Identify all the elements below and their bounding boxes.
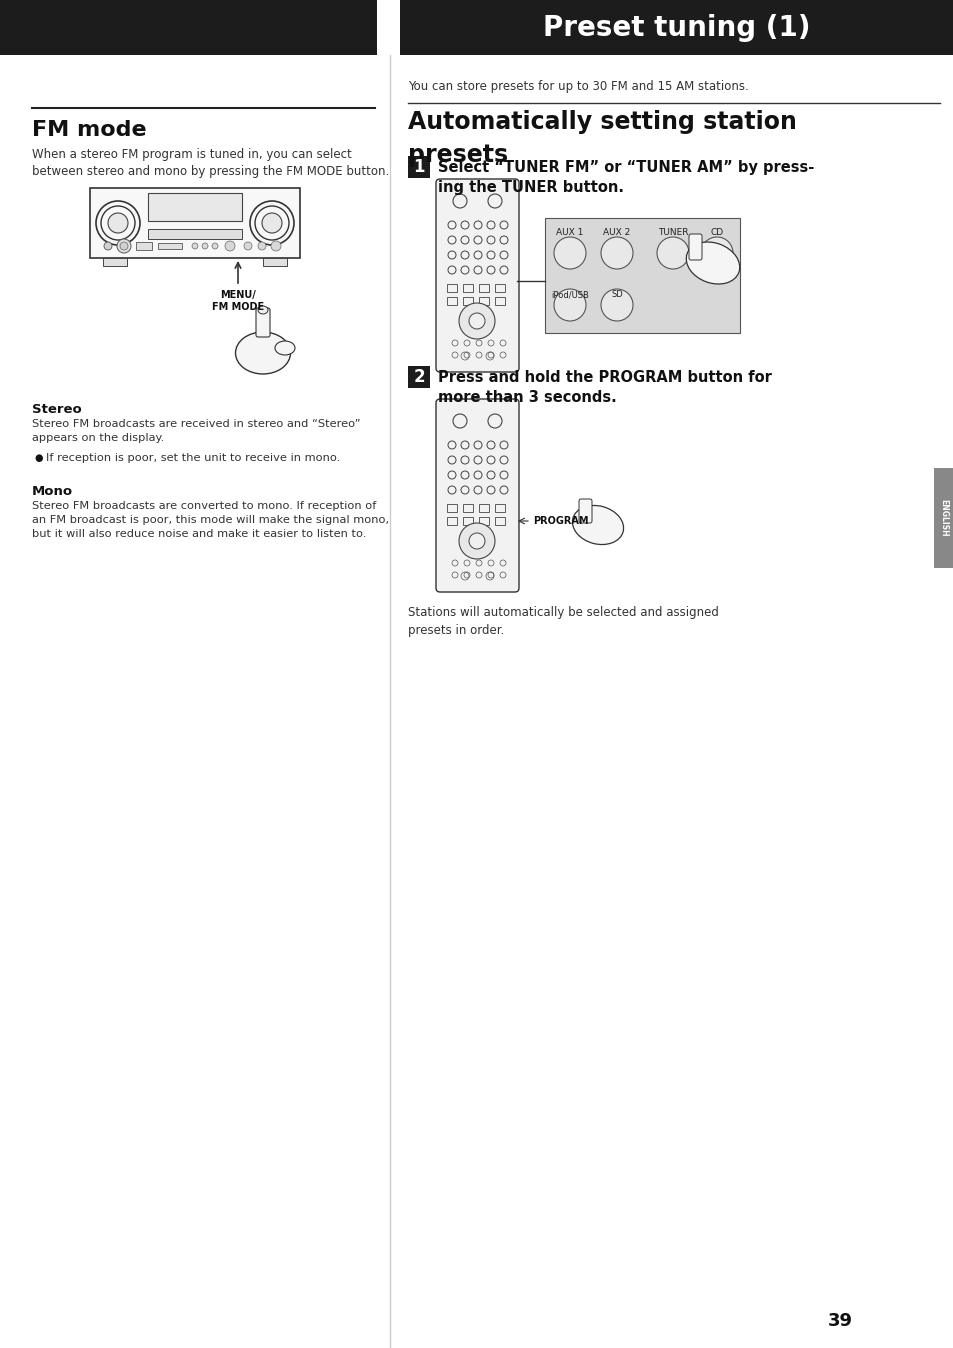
Bar bbox=[447, 504, 456, 512]
Text: Automatically setting station: Automatically setting station bbox=[408, 111, 796, 133]
Text: 2: 2 bbox=[413, 368, 424, 386]
Bar bbox=[447, 284, 456, 293]
Text: 39: 39 bbox=[826, 1312, 852, 1330]
Bar bbox=[462, 297, 473, 305]
Bar bbox=[462, 504, 473, 512]
Circle shape bbox=[554, 288, 585, 321]
Text: Stereo FM broadcasts are received in stereo and “Stereo”
appears on the display.: Stereo FM broadcasts are received in ste… bbox=[32, 419, 360, 443]
Text: Press and hold the PROGRAM button for
more than 3 seconds.: Press and hold the PROGRAM button for mo… bbox=[437, 369, 771, 404]
Text: Stations will automatically be selected and assigned
presets in order.: Stations will automatically be selected … bbox=[408, 607, 719, 638]
Bar bbox=[544, 218, 740, 333]
Text: CD: CD bbox=[710, 228, 722, 237]
Bar bbox=[90, 187, 299, 257]
Circle shape bbox=[117, 239, 131, 253]
Circle shape bbox=[202, 243, 208, 249]
FancyBboxPatch shape bbox=[436, 399, 518, 592]
Text: When a stereo FM program is tuned in, you can select: When a stereo FM program is tuned in, yo… bbox=[32, 148, 352, 160]
Ellipse shape bbox=[274, 341, 294, 355]
Circle shape bbox=[700, 237, 732, 270]
Circle shape bbox=[600, 288, 633, 321]
Bar bbox=[408, 156, 430, 178]
Bar bbox=[103, 257, 127, 266]
Text: ENGLISH: ENGLISH bbox=[939, 499, 947, 537]
Bar bbox=[399, 0, 953, 55]
Circle shape bbox=[244, 243, 252, 249]
Text: presets: presets bbox=[408, 143, 508, 167]
Bar bbox=[148, 229, 242, 239]
Circle shape bbox=[108, 213, 128, 233]
Text: ●: ● bbox=[34, 453, 43, 462]
Circle shape bbox=[257, 243, 266, 249]
Text: If reception is poor, set the unit to receive in mono.: If reception is poor, set the unit to re… bbox=[46, 453, 340, 462]
Circle shape bbox=[469, 313, 484, 329]
Circle shape bbox=[212, 243, 218, 249]
Bar bbox=[408, 367, 430, 388]
Circle shape bbox=[458, 523, 495, 559]
Bar bbox=[447, 518, 456, 524]
Ellipse shape bbox=[257, 306, 268, 314]
FancyBboxPatch shape bbox=[688, 235, 701, 260]
Bar bbox=[478, 297, 489, 305]
Bar bbox=[495, 504, 504, 512]
Text: Preset tuning (1): Preset tuning (1) bbox=[542, 13, 810, 42]
Bar bbox=[478, 518, 489, 524]
Circle shape bbox=[225, 241, 234, 251]
Bar bbox=[263, 257, 287, 266]
Bar bbox=[495, 518, 504, 524]
Ellipse shape bbox=[572, 506, 623, 545]
Circle shape bbox=[657, 237, 688, 270]
Circle shape bbox=[104, 243, 112, 249]
Bar bbox=[447, 297, 456, 305]
Bar bbox=[478, 284, 489, 293]
Text: AUX 2: AUX 2 bbox=[602, 228, 630, 237]
Ellipse shape bbox=[235, 332, 291, 373]
Circle shape bbox=[469, 532, 484, 549]
FancyBboxPatch shape bbox=[578, 499, 592, 523]
Text: PROGRAM: PROGRAM bbox=[533, 516, 588, 526]
Text: 1: 1 bbox=[413, 158, 424, 177]
Text: SD: SD bbox=[611, 290, 622, 299]
FancyBboxPatch shape bbox=[255, 307, 270, 337]
Circle shape bbox=[600, 237, 633, 270]
FancyBboxPatch shape bbox=[436, 179, 518, 372]
Text: iPod/USB: iPod/USB bbox=[551, 290, 588, 299]
Bar bbox=[148, 193, 242, 221]
Bar bbox=[478, 504, 489, 512]
Circle shape bbox=[120, 243, 128, 249]
Circle shape bbox=[192, 243, 198, 249]
Bar bbox=[933, 468, 953, 568]
Text: Mono: Mono bbox=[32, 485, 73, 497]
Circle shape bbox=[271, 241, 281, 251]
Text: TUNER: TUNER bbox=[657, 228, 687, 237]
Bar bbox=[136, 243, 152, 249]
Text: Select “TUNER FM” or “TUNER AM” by press-
ing the TUNER button.: Select “TUNER FM” or “TUNER AM” by press… bbox=[437, 160, 814, 195]
Bar bbox=[495, 284, 504, 293]
Text: Stereo FM broadcasts are converted to mono. If reception of
an FM broadcast is p: Stereo FM broadcasts are converted to mo… bbox=[32, 501, 389, 539]
Bar bbox=[462, 284, 473, 293]
Circle shape bbox=[458, 303, 495, 338]
Text: Stereo: Stereo bbox=[32, 403, 82, 417]
Text: between stereo and mono by pressing the FM MODE button.: between stereo and mono by pressing the … bbox=[32, 164, 389, 178]
Bar bbox=[0, 0, 376, 55]
Circle shape bbox=[262, 213, 282, 233]
Text: FM mode: FM mode bbox=[32, 120, 147, 140]
Text: MENU/
FM MODE: MENU/ FM MODE bbox=[212, 290, 264, 313]
Text: You can store presets for up to 30 FM and 15 AM stations.: You can store presets for up to 30 FM an… bbox=[408, 80, 748, 93]
Bar bbox=[462, 518, 473, 524]
Bar bbox=[158, 243, 182, 249]
Text: AUX 1: AUX 1 bbox=[556, 228, 583, 237]
Bar bbox=[495, 297, 504, 305]
Ellipse shape bbox=[685, 243, 739, 284]
Circle shape bbox=[554, 237, 585, 270]
